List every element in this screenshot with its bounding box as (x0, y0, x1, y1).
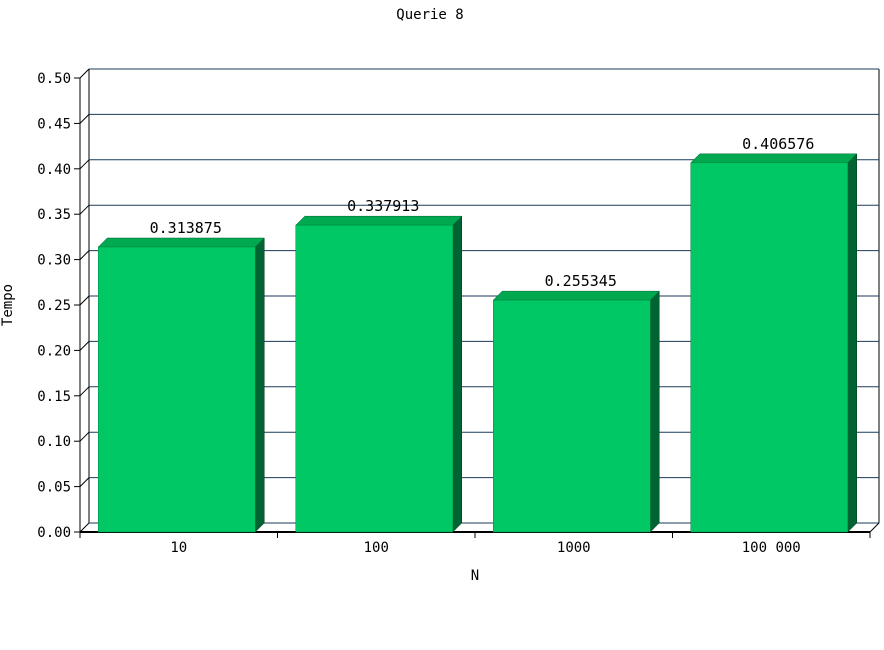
y-tick-label: 0.40 (37, 162, 71, 178)
bar-top (97, 237, 265, 248)
bar (492, 290, 660, 533)
y-tick-label: 0.10 (37, 434, 71, 450)
bar-top (492, 290, 660, 301)
bar (295, 215, 463, 533)
bar-front (295, 224, 453, 533)
gridline-diagonal (79, 386, 90, 397)
bar-side (255, 237, 265, 533)
gridline-diagonal (79, 114, 90, 124)
y-tick-label: 0.50 (37, 71, 71, 87)
gridline-diagonal (79, 522, 90, 533)
bar-value-label: 0.255345 (545, 272, 617, 290)
x-tick-label: 1000 (557, 540, 591, 556)
bar-front (98, 246, 256, 533)
x-tick-label: 10 (170, 540, 187, 556)
x-axis-depth (869, 522, 880, 533)
chart-title: Querie 8 (396, 7, 463, 23)
bar-top (295, 215, 463, 226)
gridline-diagonal (79, 477, 90, 487)
gridline-diagonal (79, 68, 90, 79)
bar-top (690, 153, 858, 164)
bar-front (493, 299, 651, 533)
y-tick-label: 0.30 (37, 253, 71, 269)
bar-side (452, 215, 462, 533)
gridline-diagonal (79, 159, 90, 170)
gridline-diagonal (79, 295, 90, 306)
gridline-diagonal (79, 250, 90, 260)
x-axis-label: N (471, 568, 479, 584)
y-axis-label: Tempo (0, 284, 16, 326)
y-tick-label: 0.45 (37, 116, 71, 132)
bar-value-label: 0.337913 (347, 197, 419, 215)
y-tick-label: 0.05 (37, 480, 71, 496)
bar (97, 237, 265, 533)
bar-front (690, 162, 848, 533)
bars (97, 153, 858, 533)
bar-side (847, 153, 857, 533)
y-tick-label: 0.20 (37, 343, 71, 359)
bar-side (650, 290, 660, 533)
gridline-diagonal (79, 431, 90, 442)
y-tick-label: 0.35 (37, 207, 71, 223)
bar-value-label: 0.313875 (150, 219, 222, 237)
x-tick-label: 100 (364, 540, 389, 556)
bar (690, 153, 858, 533)
bar-value-label: 0.406576 (742, 135, 814, 153)
y-tick-label: 0.15 (37, 389, 71, 405)
y-tick-label: 0.00 (37, 525, 71, 541)
labels: 0.00 0.05 0.10 0.15 0.20 0.25 0.30 0.35 0.40 0.45… (37, 71, 814, 556)
x-tick-label: 100 000 (742, 540, 801, 556)
y-tick-label: 0.25 (37, 298, 71, 314)
gridline-diagonal (79, 341, 90, 351)
gridline-diagonal (79, 204, 90, 215)
